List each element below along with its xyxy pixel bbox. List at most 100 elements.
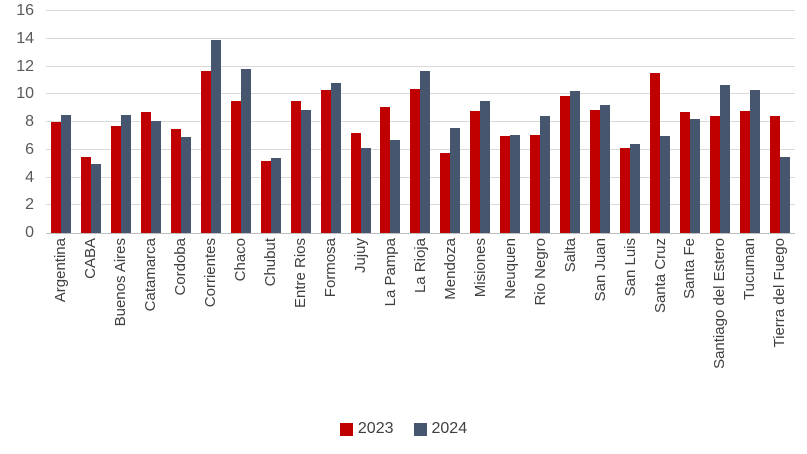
x-axis-label-cell: Chaco: [226, 238, 256, 406]
x-axis-label-cell: Formosa: [316, 238, 346, 406]
x-axis-label: Tierra del Fuego: [771, 238, 789, 348]
x-axis-label: Chaco: [232, 238, 250, 282]
bar-2023-tucuman: [739, 110, 750, 233]
bar-2024-tucuman: [749, 90, 760, 233]
x-axis-label: Tucuman: [741, 238, 759, 300]
x-axis-label-cell: Corrientes: [196, 238, 226, 406]
bar-2023-santa-fe: [679, 112, 690, 233]
legend-swatch-2024: [413, 422, 427, 436]
bar-group: [555, 11, 585, 233]
bar-2024-san-juan: [600, 105, 611, 233]
bar-2023-entre-rios: [290, 101, 301, 233]
y-tick-label: 4: [25, 168, 34, 186]
bar-2024-chaco: [240, 69, 251, 233]
bar-2024-chubut: [270, 158, 281, 233]
gridline: [46, 10, 795, 11]
bar-2024-san-luis: [630, 144, 641, 233]
x-axis-label-cell: Jujuy: [346, 238, 376, 406]
x-axis-label-cell: San Juan: [585, 238, 615, 406]
x-axis-label-cell: Tierra del Fuego: [765, 238, 795, 406]
bar-2023-jujuy: [350, 133, 361, 233]
y-tick-label: 14: [16, 29, 34, 47]
bar-2023-tierra-del-fuego: [769, 116, 780, 233]
x-axis-label-cell: San Luis: [615, 238, 645, 406]
x-axis-label-cell: La Rioja: [405, 238, 435, 406]
bar-2024-entre-rios: [300, 109, 311, 233]
x-axis-label-cell: Misiones: [465, 238, 495, 406]
x-axis-label-cell: Santiago del Estero: [705, 238, 735, 406]
x-axis-label-cell: Catamarca: [136, 238, 166, 406]
legend-swatch-2023: [339, 422, 353, 436]
x-axis-label: Santiago del Estero: [711, 238, 729, 369]
bar-group: [525, 11, 555, 233]
bar-2024-buenos-aires: [120, 115, 131, 233]
x-axis-label: Jujuy: [352, 238, 369, 274]
bar-group: [256, 11, 286, 233]
bar-2023-chubut: [260, 160, 271, 233]
x-axis-label-cell: Tucuman: [735, 238, 765, 406]
x-axis-label: Salta: [561, 238, 579, 273]
bar-2023-neuquen: [500, 135, 511, 233]
bar-2024-argentina: [60, 115, 71, 233]
y-tick-label: 2: [25, 196, 34, 214]
x-axis-label: Santa Fe: [681, 238, 699, 299]
bar-2023-argentina: [50, 122, 61, 233]
bar-2023-santiago-del-estero: [709, 116, 720, 233]
bar-2023-santa-cruz: [650, 73, 661, 233]
bar-2023-la-rioja: [410, 88, 421, 233]
bar-2024-jujuy: [360, 148, 371, 233]
bar-2024-la-rioja: [420, 70, 431, 233]
bar-2023-misiones: [470, 110, 481, 233]
x-axis-label-cell: Argentina: [46, 238, 76, 406]
bar-2024-salta: [570, 91, 581, 233]
bar-group: [226, 11, 256, 233]
bar-2023-mendoza: [440, 152, 451, 233]
x-axis: Argentina CABA Buenos Aires Catamarca Cordob…: [46, 238, 795, 406]
legend: 2023 2024: [0, 420, 807, 438]
bar-group: [405, 11, 435, 233]
bar-2023-catamarca: [140, 112, 151, 233]
x-axis-label: Misiones: [471, 238, 489, 298]
x-axis-label-cell: Salta: [555, 238, 585, 406]
y-tick-label: 16: [16, 2, 34, 19]
gridline: [46, 37, 795, 39]
bar-group: [375, 11, 405, 233]
bar-2024-tierra-del-fuego: [779, 156, 790, 233]
x-axis-label: Corrientes: [202, 238, 220, 308]
x-axis-baseline: [46, 233, 795, 234]
y-tick-label: 10: [16, 85, 34, 103]
bar-group: [765, 11, 795, 233]
x-axis-label: Argentina: [52, 238, 70, 303]
bar-2023-corrientes: [200, 70, 211, 233]
bar-2024-neuquen: [510, 134, 521, 233]
x-axis-label: Cordoba: [172, 238, 190, 296]
x-axis-label-cell: Entre Rios: [286, 238, 316, 406]
bar-group: [76, 11, 106, 233]
x-axis-label-cell: Mendoza: [435, 238, 465, 406]
x-axis-label: San Juan: [591, 238, 609, 302]
bar-2024-mendoza: [450, 127, 461, 233]
bar-2023-cordoba: [170, 128, 181, 233]
bar-2024-santiago-del-estero: [719, 84, 730, 233]
x-axis-label-cell: Neuquen: [495, 238, 525, 406]
bar-group: [286, 11, 316, 233]
x-axis-label: Chubut: [262, 238, 280, 287]
y-tick-label: 6: [25, 140, 34, 158]
x-axis-label: Entre Rios: [292, 238, 310, 309]
bar-2023-rio-negro: [530, 134, 541, 233]
y-tick-label: 8: [25, 113, 34, 130]
x-axis-label-cell: CABA: [76, 238, 106, 406]
x-axis-label: Buenos Aires: [112, 238, 130, 327]
bar-group: [615, 11, 645, 233]
bar-group: [645, 11, 675, 233]
bar-2023-la-pampa: [380, 106, 391, 233]
bar-2024-la-pampa: [390, 140, 401, 233]
bar-group: [46, 11, 76, 233]
bar-2024-santa-cruz: [660, 135, 671, 233]
bar-group: [136, 11, 166, 233]
bar-2024-cordoba: [180, 137, 191, 233]
y-tick-label: 12: [16, 57, 34, 75]
x-axis-label: San Luis: [621, 238, 639, 297]
bar-2023-buenos-aires: [110, 126, 121, 233]
